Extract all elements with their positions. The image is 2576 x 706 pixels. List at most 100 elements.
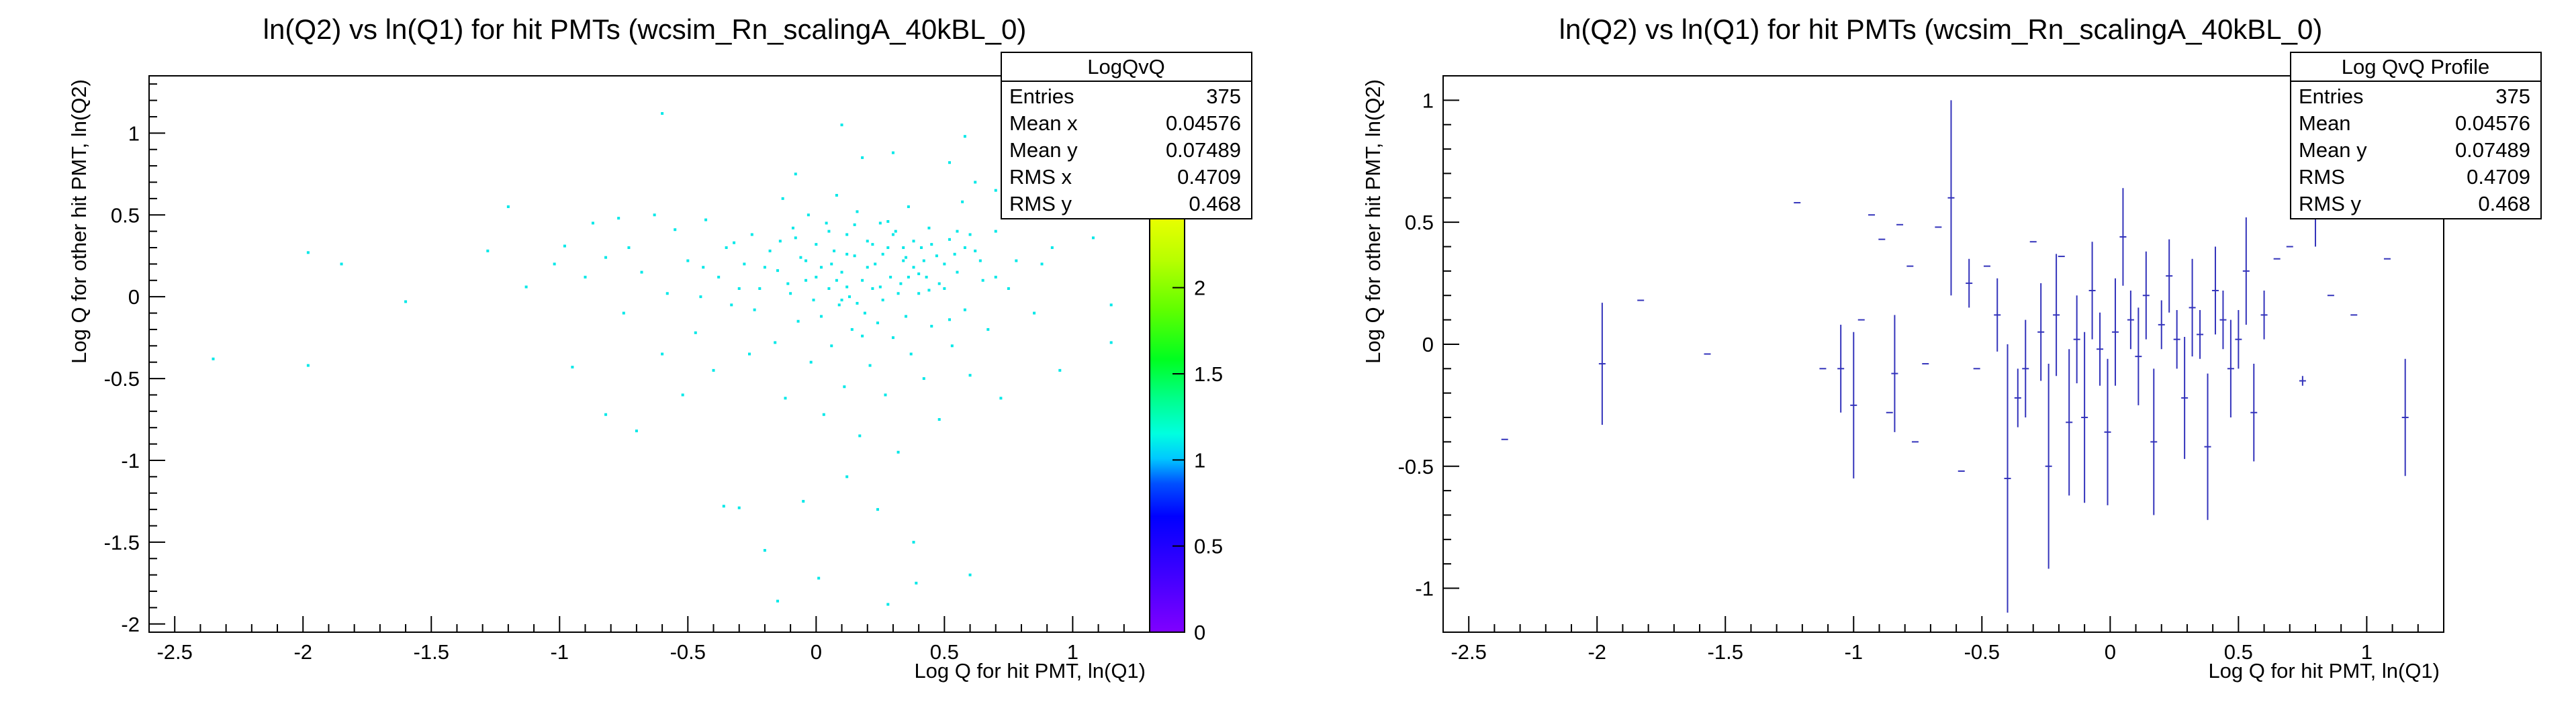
scatter-point (796, 319, 800, 323)
scatter-point (874, 262, 877, 266)
scatter-point (902, 259, 905, 262)
profile-point (2242, 217, 2250, 325)
scatter-point (571, 366, 574, 369)
scatter-point (845, 252, 849, 256)
stats-label: RMS (2299, 165, 2345, 189)
profile-y-tick-label: -0.5 (1398, 455, 1434, 478)
scatter-point (968, 573, 972, 576)
profile-point (2053, 254, 2060, 376)
scatter-point (763, 549, 766, 552)
profile-point (2073, 295, 2080, 384)
scatter-point (640, 270, 643, 274)
profile-point (1994, 278, 2001, 352)
scatter-point (722, 505, 725, 508)
stats-label: Mean y (2299, 138, 2367, 162)
scatter-point (840, 270, 843, 274)
scatter-point (912, 540, 915, 544)
profile-point (2097, 312, 2104, 386)
scatter-point (886, 603, 890, 606)
profile-x-tick-label: -2 (1588, 640, 1606, 664)
color-scale-tick-label: 1 (1194, 448, 1205, 472)
scatter-point (912, 266, 915, 269)
scatter-point (681, 393, 684, 397)
scatter-point (794, 172, 797, 176)
scatter-point (1058, 368, 1062, 372)
scatter-point (866, 266, 869, 269)
scatter-point (930, 243, 933, 246)
scatter-point (978, 259, 982, 262)
scatter-y-axis-label: Log Q for other hit PMT, ln(Q2) (67, 79, 91, 364)
scatter-point (927, 289, 931, 292)
scatter-x-tick-label: -1.5 (414, 640, 449, 664)
scatter-point (925, 275, 928, 279)
scatter-point (784, 397, 787, 400)
scatter-point (524, 285, 528, 289)
scatter-point (891, 336, 894, 340)
scatter-point (868, 364, 872, 367)
scatter-point (853, 254, 856, 258)
scatter-plot-frame (148, 75, 1150, 633)
scatter-point (905, 256, 908, 259)
scatter-point (953, 252, 956, 256)
profile-point (2299, 376, 2306, 386)
scatter-point (486, 249, 490, 252)
scatter-point (733, 241, 736, 244)
scatter-point (891, 151, 894, 154)
scatter-point (861, 156, 864, 159)
scatter-point (943, 287, 946, 290)
stats-value: 0.468 (1189, 192, 1241, 215)
scatter-point (956, 230, 959, 233)
stats-value: 0.04576 (2455, 111, 2530, 135)
scatter-point (340, 262, 343, 266)
scatter-point (306, 364, 310, 367)
scatter-y-tick-label: 0 (128, 285, 140, 309)
scatter-point (694, 331, 697, 334)
scatter-point (930, 325, 933, 328)
scatter-point (591, 221, 594, 225)
profile-point (2014, 368, 2021, 427)
profile-stats-box: Log QvQ Profile Entries 375 Mean 0.04576 Mea… (2290, 52, 2542, 219)
scatter-point (712, 368, 715, 372)
stats-value: 0.4709 (1177, 165, 1241, 189)
scatter-point (974, 249, 977, 252)
scatter-point (1033, 311, 1036, 315)
profile-point (1837, 324, 1845, 413)
profile-point (2066, 349, 2073, 496)
scatter-point (789, 292, 792, 295)
scatter-point (974, 181, 977, 184)
scatter-point (1015, 259, 1018, 262)
profile-point (2135, 307, 2142, 405)
scatter-panel: ln(Q2) vs ln(Q1) for hit PMTs (wcsim_Rn_… (67, 13, 1252, 683)
scatter-point (1050, 246, 1054, 250)
profile-point (2189, 258, 2196, 357)
scatter-point (876, 508, 880, 511)
scatter-point (845, 285, 849, 289)
profile-point (2197, 310, 2204, 359)
scatter-x-tick-label: -2.5 (156, 640, 192, 664)
stats-value: 0.04576 (1166, 111, 1241, 135)
scatter-point (963, 135, 966, 138)
scatter-y-tick-label: 0.5 (111, 203, 140, 227)
stats-label: Entries (1009, 85, 1074, 108)
scatter-point (1007, 287, 1010, 290)
color-scale-tick-label: 1.5 (1194, 362, 1223, 386)
scatter-point (786, 282, 790, 285)
scatter-point (1091, 236, 1095, 240)
scatter-point (848, 295, 851, 299)
scatter-point (827, 230, 831, 233)
scatter-point (948, 318, 951, 321)
scatter-point (905, 315, 908, 318)
scatter-point (968, 233, 972, 236)
scatter-point (937, 418, 941, 421)
scatter-point (833, 249, 836, 252)
profile-x-tick-label: 1 (2361, 640, 2373, 664)
scatter-point (886, 246, 890, 250)
profile-x-tick-label: -1.5 (1708, 640, 1743, 664)
scatter-point (812, 299, 815, 302)
profile-point (2004, 344, 2011, 613)
scatter-title: ln(Q2) vs ln(Q1) for hit PMTs (wcsim_Rn_… (263, 13, 1027, 45)
scatter-point (963, 246, 966, 250)
scatter-point (699, 295, 702, 299)
profile-point (2235, 310, 2242, 369)
scatter-point (753, 308, 756, 311)
